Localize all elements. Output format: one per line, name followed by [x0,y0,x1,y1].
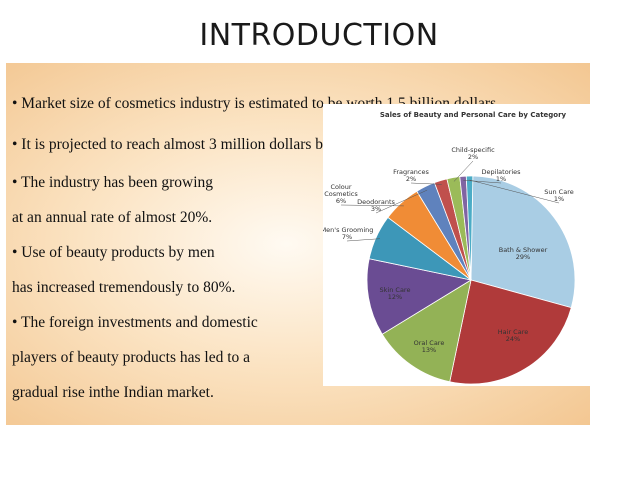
pie-slice-sun-care [465,175,474,281]
pie-slice-bath-shower [470,175,576,309]
leader-line [469,179,560,204]
bullet-line: gradual rise inthe Indian market. [12,384,214,401]
pie-slice-oral-care [381,279,472,383]
bullet-line: at an annual rate of almost 20%. [12,209,213,226]
pie-slice-skin-care [366,258,473,335]
bullet-line: • Use of beauty products by men [12,244,215,261]
slice-label: Skin Care 12% [380,286,411,301]
leader-line [463,180,502,184]
slice-label: Oral Care 13% [414,339,445,354]
slice-label: Fragrances 2% [393,168,429,183]
slice-label: Child-specific 2% [451,146,495,161]
slice-label: Colour Cosmetics 6% [324,183,358,205]
leader-line [346,238,380,242]
slice-label: Depilatories 1% [481,168,521,183]
pie-chart: Sales of Beauty and Personal Care by Cat… [323,104,591,386]
bullet-line: has increased tremendously to 80%. [12,279,236,296]
slice-label: Deodorants 3% [357,198,395,213]
bullet-line: • The industry has been growing [12,174,214,191]
bullet-line: • The foreign investments and domestic [12,314,258,331]
chart-title: Sales of Beauty and Personal Care by Cat… [380,111,567,119]
slice-label: Men's Grooming 7% [323,226,373,241]
leader-line [340,204,404,207]
slice-label: Sun Care 1% [544,188,573,203]
slice-label: Hair Care 24% [498,328,528,343]
leader-line [375,189,428,214]
pie-slice-hair-care [449,279,572,385]
leader-line [453,160,474,182]
bullet-line: players of beauty products has led to a [12,349,251,366]
slide-title: INTRODUCTION [199,18,439,53]
leader-line [410,182,442,185]
bullet-line: • It is projected to reach almost 3 mill… [12,136,370,153]
slice-label: Bath & Shower 29% [499,246,548,261]
